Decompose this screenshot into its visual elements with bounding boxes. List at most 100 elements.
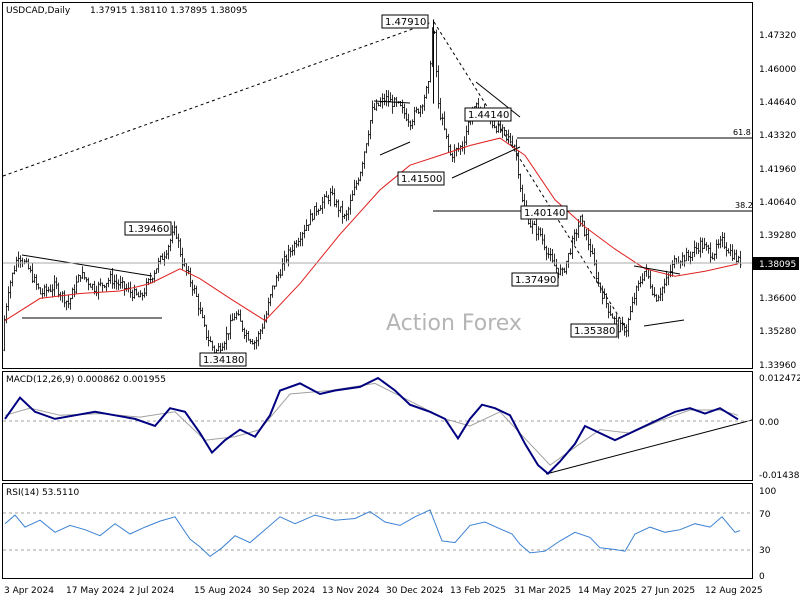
price-bar (19, 255, 22, 268)
price-bar (441, 113, 444, 126)
price-bar (157, 257, 160, 273)
price-bar (413, 106, 416, 126)
price-bar (167, 244, 170, 260)
price-bar (51, 284, 54, 298)
price-bar (145, 278, 148, 297)
price-bar (165, 250, 168, 259)
rsi-tick: 30 (759, 546, 771, 556)
price-bar (295, 240, 298, 248)
price-bar (537, 226, 540, 241)
price-tick: 1.39280 (759, 231, 796, 241)
price-bar (629, 306, 632, 321)
price-bar (365, 143, 368, 154)
price-bar (427, 81, 430, 94)
price-bar (325, 191, 328, 198)
price-header-ohlc: 1.37915 1.38110 1.37895 1.38095 (90, 6, 247, 16)
price-bar (245, 329, 248, 343)
price-bar (737, 255, 740, 264)
price-bar (713, 253, 716, 261)
macd-support-line (545, 419, 753, 475)
price-bar (13, 265, 16, 275)
price-bar (585, 229, 588, 241)
price-bar (243, 327, 246, 339)
price-bar (633, 292, 636, 305)
price-bar (39, 287, 42, 295)
price-bar (575, 228, 578, 242)
svg-text:1.38095: 1.38095 (759, 260, 796, 270)
price-bar (27, 258, 30, 270)
rsi-tick: 100 (759, 487, 776, 497)
x-tick: 12 Aug 2025 (705, 586, 763, 596)
price-bar (439, 98, 442, 121)
price-header-symbol: USDCAD,Daily (6, 6, 71, 16)
price-bar (505, 130, 508, 142)
price-tick: 1.44640 (759, 98, 796, 108)
price-bar (3, 315, 6, 352)
price-bar (261, 323, 264, 334)
price-bar (699, 237, 702, 258)
price-tick: 1.40640 (759, 198, 796, 208)
price-bar (717, 239, 720, 249)
price-bar (357, 177, 360, 186)
price-bar (123, 281, 126, 296)
price-bar (541, 228, 544, 245)
price-bar (327, 194, 330, 205)
price-bar (275, 274, 278, 287)
price-bar (49, 284, 52, 293)
price-bar (305, 219, 308, 231)
price-bar (109, 270, 112, 284)
price-bar (155, 268, 158, 274)
price-bar (311, 212, 314, 222)
price-bar (733, 249, 736, 260)
price-bar (45, 283, 48, 297)
price-bar (17, 251, 20, 268)
price-bar (229, 314, 232, 340)
price-bar (567, 252, 570, 268)
price-bar (99, 278, 102, 287)
price-bar (555, 258, 558, 274)
price-bar (429, 60, 432, 83)
price-bar (25, 257, 28, 263)
price-bar (217, 343, 220, 352)
price-bar (153, 270, 156, 283)
price-bar (351, 190, 354, 201)
price-bar (75, 275, 78, 294)
price-bar (239, 309, 242, 322)
price-bar (285, 254, 288, 263)
long-dotted-trendline (2, 21, 433, 177)
price-bar (301, 231, 304, 247)
rsi-line (4, 509, 741, 558)
price-bar (225, 326, 228, 350)
price-bar (179, 238, 182, 257)
price-bar (207, 330, 210, 347)
price-bar (11, 272, 14, 287)
price-bar (519, 173, 522, 192)
price-bar (545, 245, 548, 261)
price-bar (209, 336, 212, 343)
price-bar (701, 237, 704, 253)
macd-header: MACD(12,26,9) 0.000862 0.001955 (6, 375, 166, 385)
price-bar (465, 125, 468, 146)
price-bar (149, 272, 152, 284)
svg-text:1.35380: 1.35380 (574, 326, 615, 337)
price-bar (321, 196, 324, 214)
price-bar (609, 305, 612, 316)
rsi-header: RSI(14) 53.5110 (6, 488, 79, 498)
price-bar (139, 290, 142, 298)
price-bar (721, 232, 724, 248)
price-bar (55, 277, 58, 290)
price-tick: 1.43320 (759, 131, 796, 141)
price-bar (315, 202, 318, 216)
x-tick: 17 May 2024 (66, 586, 125, 596)
price-bar (223, 341, 226, 351)
price-bar (335, 199, 338, 208)
price-bar (309, 209, 312, 226)
price-bar (195, 285, 198, 297)
price-bar (451, 152, 454, 162)
price-bar (687, 249, 690, 261)
price-bar (331, 185, 334, 196)
wedge-lower-line (451, 146, 521, 179)
x-tick: 30 Sep 2024 (258, 586, 315, 596)
price-bar (363, 151, 366, 169)
price-axis: 1.47320 1.46000 1.44640 1.43320 1.41960 … (759, 31, 796, 371)
